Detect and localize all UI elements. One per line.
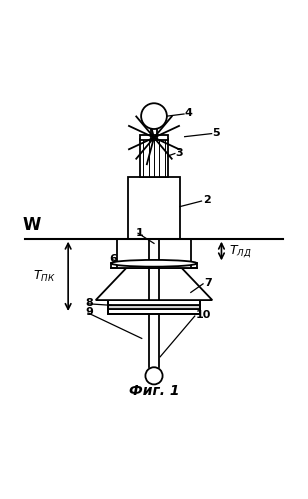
- Text: 2: 2: [203, 196, 211, 206]
- Ellipse shape: [111, 260, 197, 266]
- Text: 3: 3: [176, 148, 183, 158]
- Text: 1: 1: [136, 228, 143, 238]
- Text: Фиг. 1: Фиг. 1: [129, 384, 179, 398]
- Text: 10: 10: [195, 310, 211, 320]
- Bar: [140, 139, 168, 178]
- Text: 6: 6: [110, 253, 117, 263]
- Text: $T_{ПК}$: $T_{ПК}$: [33, 269, 56, 284]
- Text: 5: 5: [212, 128, 220, 138]
- Bar: [111, 263, 197, 268]
- Bar: [108, 300, 200, 314]
- Bar: [117, 239, 191, 268]
- Text: 4: 4: [185, 108, 192, 118]
- Circle shape: [141, 103, 167, 129]
- Bar: [108, 305, 200, 309]
- Bar: [128, 178, 180, 239]
- Text: W: W: [22, 216, 41, 234]
- Text: $T_{ЛД}$: $T_{ЛД}$: [229, 243, 252, 259]
- Text: 8: 8: [85, 298, 93, 308]
- Text: 9: 9: [85, 307, 93, 317]
- Bar: [140, 135, 168, 140]
- Circle shape: [145, 367, 163, 384]
- Polygon shape: [96, 268, 212, 300]
- Bar: [108, 309, 200, 314]
- Text: 7: 7: [205, 278, 212, 288]
- Bar: [108, 300, 200, 305]
